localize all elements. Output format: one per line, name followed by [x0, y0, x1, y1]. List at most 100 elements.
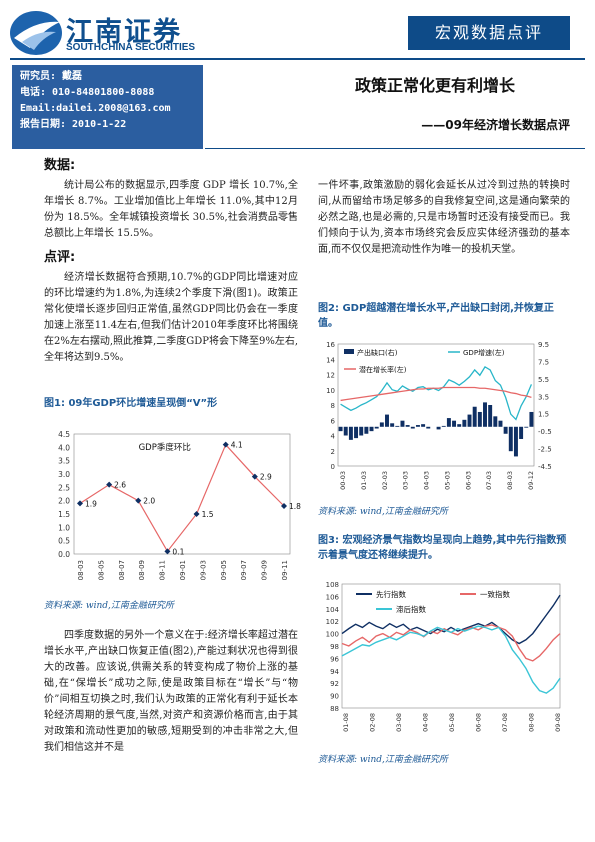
y-right-tick: 9.5 [538, 341, 549, 349]
output-gap-bar [385, 414, 389, 427]
plot-frame [341, 583, 561, 709]
data-point [135, 497, 142, 504]
output-gap-bar [493, 416, 498, 427]
data-label: 4.1 [231, 441, 243, 450]
x-tick-label: 04-08 [422, 713, 430, 732]
output-gap-bar [513, 426, 518, 457]
y-right-tick: -4.5 [538, 463, 552, 471]
data-label: 1.8 [289, 502, 301, 511]
report-subtitle: ——09年经济增长数据点评 [421, 118, 570, 132]
y-tick-label: 102 [326, 618, 339, 626]
figure3-source: 资料来源: wind,江南金融研究所 [318, 755, 448, 765]
data-label: 0.1 [172, 547, 184, 556]
analyst-email[interactable]: Email:dailei.2008@163.com [20, 103, 171, 114]
output-gap-bar [488, 405, 493, 427]
data-point [281, 503, 287, 509]
output-gap-bar [343, 426, 348, 436]
x-tick-label: 07-08 [501, 713, 509, 732]
x-tick-label: 01-03 [360, 471, 368, 490]
data-point [251, 473, 258, 480]
potential-growth-line [340, 386, 532, 402]
legend-label: 一致指数 [480, 589, 510, 599]
x-tick-label: 09-08 [554, 713, 562, 732]
data-label: 2.9 [260, 473, 272, 482]
figure1-caption: 图1: 09年GDP环比增速呈现倒“V”形 [44, 398, 218, 409]
output-gap-bar [359, 426, 364, 436]
logo-text-en: SOUTHCHINA SECURITIES [66, 42, 196, 53]
analyst-name: 研究员: 戴磊 [20, 71, 83, 82]
output-gap-bar [503, 426, 508, 434]
y-right-tick: 3.5 [538, 393, 549, 401]
y-left-tick: 14 [326, 356, 335, 364]
body-paragraph-2: 四季度数据的另外一个意义在于:经济增长率超过潜在增长水平,产出缺口恢复正值(图2… [44, 630, 298, 753]
data-label: 1.5 [202, 510, 214, 519]
output-gap-bar [426, 426, 431, 429]
output-gap-bar [390, 423, 395, 427]
x-tick-label: 01-08 [342, 713, 350, 732]
x-tick-label: 06-03 [464, 471, 472, 490]
logo-emblem-icon [10, 11, 62, 55]
y-tick-label: 104 [326, 606, 340, 614]
figure2-source: 资料来源: wind,江南金融研究所 [318, 507, 448, 517]
output-gap-bar [379, 422, 384, 427]
report-title: 政策正常化更有利增长 [354, 76, 515, 95]
output-gap-bar [467, 414, 472, 427]
series-line-2 [341, 625, 561, 694]
x-tick-label: 02-03 [381, 471, 389, 490]
report-type-banner: 宏观数据点评 [408, 16, 570, 50]
y-tick-label: 92 [330, 680, 339, 688]
output-gap-bar [529, 411, 534, 427]
y-right-tick: 1.5 [538, 411, 549, 419]
x-tick-label: 08-05 [97, 560, 105, 580]
output-gap-bar [338, 426, 343, 432]
output-gap-bar [483, 402, 487, 427]
plot-frame [337, 343, 535, 467]
report-date: 报告日期: 2010-1-22 [20, 119, 127, 130]
y-right-tick: 7.5 [538, 358, 549, 366]
logo [8, 8, 208, 58]
output-gap-bar [395, 425, 400, 427]
data-label: 2.0 [143, 497, 155, 506]
x-tick-label: 09-12 [527, 471, 535, 490]
comment-paragraph: 经济增长数据符合预期,10.7%的GDP同比增速对应的环比增速约为1.8%,为连… [44, 272, 298, 363]
legend-label: 滞后指数 [396, 604, 426, 614]
title-rule [205, 148, 585, 149]
analyst-phone: 电话: 010-84801800-8088 [20, 87, 155, 98]
y-left-tick: 10 [326, 387, 335, 395]
output-gap-bar [441, 425, 446, 427]
data-point [77, 500, 83, 507]
output-gap-bar [452, 420, 457, 427]
x-tick-label: 09-03 [199, 560, 207, 580]
x-tick-label: 09-09 [261, 560, 269, 580]
y-tick-label: 1.0 [58, 523, 70, 532]
data-point [222, 441, 229, 448]
output-gap-bar [369, 426, 374, 432]
y-right-tick: -2.5 [538, 446, 552, 454]
x-tick-label: 09-01 [179, 560, 187, 580]
y-tick-label: 94 [330, 668, 339, 676]
y-tick-label: 90 [330, 693, 339, 701]
x-tick-label: 08-09 [138, 560, 146, 580]
y-tick-label: 3.5 [58, 457, 70, 466]
section-heading-comment: 点评: [44, 250, 76, 265]
gdp-growth-line [340, 365, 533, 421]
output-gap-bar [364, 426, 369, 434]
y-tick-label: 0.0 [58, 550, 70, 559]
output-gap-bar [446, 418, 451, 427]
x-tick-label: 03-03 [402, 471, 410, 490]
output-gap-bar [498, 420, 503, 427]
x-tick-label: 07-03 [485, 471, 493, 490]
series-line-0 [341, 594, 561, 645]
section-heading-data: 数据: [44, 158, 76, 173]
output-gap-bar [405, 425, 410, 427]
output-gap-bar [421, 424, 426, 427]
data-paragraph: 统计局公布的数据显示,四季度 GDP 增长 10.7%,全年增长 8.7%。工业… [44, 180, 298, 239]
output-gap-bar [400, 420, 405, 427]
y-tick-label: 1.5 [58, 510, 70, 519]
legend-label: GDP增速(左) [463, 348, 505, 357]
y-tick-label: 2.0 [58, 497, 70, 506]
legend-label: 产出缺口(右) [357, 348, 398, 357]
figure2-caption: 图2: GDP超越潜在增长水平,产出缺口封闭,并恢复正值。 [318, 303, 554, 329]
y-tick-label: 4.0 [58, 443, 70, 452]
